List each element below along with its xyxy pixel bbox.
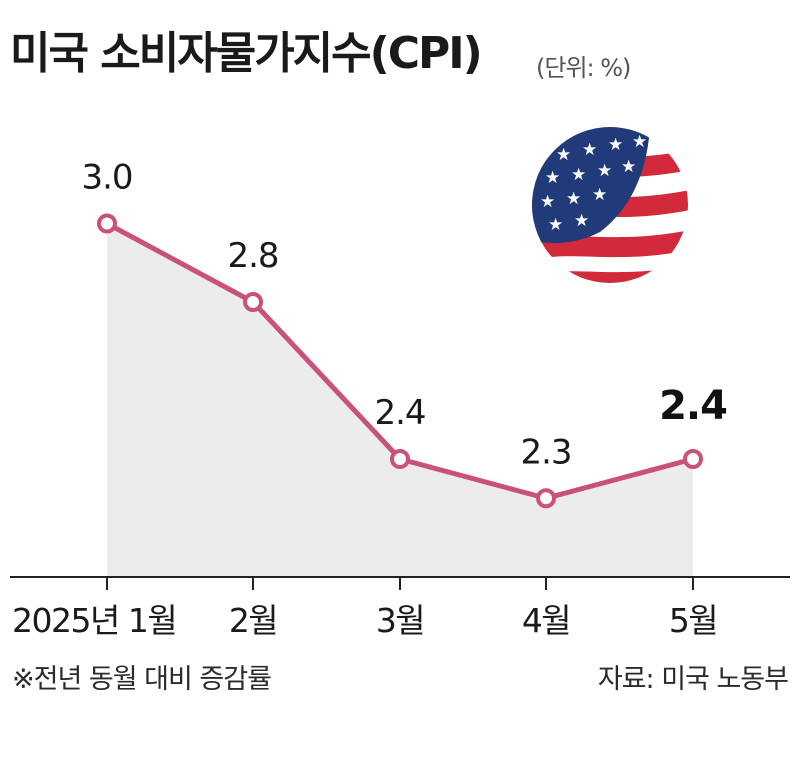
- svg-text:★: ★: [574, 211, 589, 231]
- x-tick-label-2: 2월: [229, 601, 277, 640]
- svg-text:★: ★: [597, 161, 612, 181]
- svg-text:★: ★: [621, 157, 636, 177]
- x-tick-label-1: 2025년 1월: [12, 601, 176, 640]
- data-label-4: 2.3: [520, 432, 571, 472]
- svg-text:★: ★: [571, 165, 586, 185]
- svg-text:★: ★: [632, 132, 647, 152]
- data-point-1: [97, 213, 117, 234]
- svg-text:★: ★: [566, 189, 581, 209]
- data-point-4: [536, 488, 556, 509]
- svg-text:★: ★: [548, 215, 563, 235]
- svg-text:★: ★: [582, 140, 597, 160]
- data-label-2: 2.8: [227, 236, 278, 276]
- data-point-5: [683, 449, 703, 469]
- x-tick-label-5: 5월: [669, 601, 717, 640]
- chart-title: 미국 소비자물가지수(CPI): [10, 28, 483, 79]
- data-label-1: 3.0: [81, 158, 132, 198]
- x-tick-label-3: 3월: [376, 601, 424, 640]
- footnote: ※전년 동월 대비 증감률: [12, 664, 272, 695]
- svg-text:★: ★: [540, 192, 555, 212]
- svg-text:★: ★: [592, 185, 607, 205]
- svg-text:★: ★: [556, 145, 571, 165]
- unit-label: (단위: %): [536, 54, 631, 82]
- svg-text:★: ★: [545, 168, 560, 188]
- svg-text:★: ★: [608, 135, 623, 155]
- data-label-5: 2.4: [659, 383, 727, 429]
- source-note: 자료: 미국 노동부: [597, 664, 789, 695]
- data-label-3: 2.4: [374, 393, 425, 433]
- data-point-2: [243, 292, 263, 312]
- us-flag-icon: ★ ★ ★ ★ ★ ★ ★ ★ ★ ★ ★ ★ ★: [532, 127, 688, 283]
- x-tick-label-4: 4월: [522, 601, 570, 640]
- data-point-3: [390, 449, 410, 469]
